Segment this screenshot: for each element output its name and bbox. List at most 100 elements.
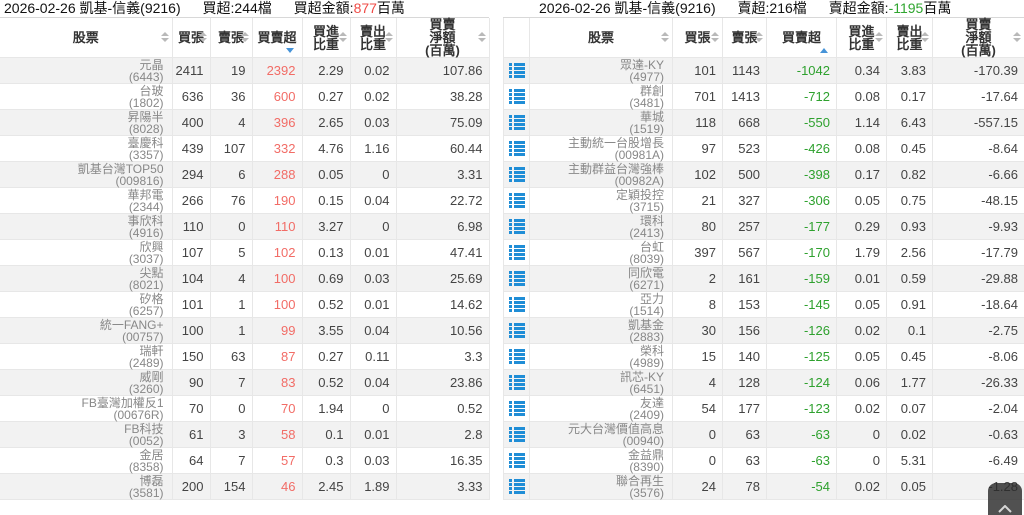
- net-lots-cell: 99: [252, 317, 303, 344]
- stock-menu-icon[interactable]: [503, 395, 530, 422]
- stock-menu-icon[interactable]: [503, 317, 530, 344]
- stock-name-cell[interactable]: 博磊 (3581): [0, 473, 173, 500]
- sort-arrow-icon: [820, 48, 828, 53]
- sell-weight-cell: 5.31: [886, 447, 933, 474]
- column-header-sell-weight[interactable]: 賣出 比重: [886, 18, 933, 58]
- stock-name-cell[interactable]: 台虹 (8039): [529, 239, 673, 266]
- column-header-sell-lots[interactable]: 賣張: [210, 18, 253, 58]
- stock-name-cell[interactable]: 定穎投控 (3715): [529, 187, 673, 214]
- stock-name-cell[interactable]: 威剛 (3260): [0, 369, 173, 396]
- sell-weight-cell: 0.02: [350, 57, 397, 84]
- column-header-net-amount[interactable]: 買賣 淨額 (百萬): [932, 18, 1024, 58]
- stock-name-cell[interactable]: 訊芯-KY (6451): [529, 369, 673, 396]
- stock-name-cell[interactable]: 昇陽半 (8028): [0, 109, 173, 136]
- stock-menu-icon[interactable]: [503, 369, 530, 396]
- stock-name-cell[interactable]: 元大台灣價值高息 (00940): [529, 421, 673, 448]
- column-header-net-lots[interactable]: 買賣超: [252, 18, 303, 58]
- column-header-buy-weight[interactable]: 買進 比重: [836, 18, 887, 58]
- stock-name-cell[interactable]: 聯合再生 (3576): [529, 473, 673, 500]
- stock-menu-icon[interactable]: [503, 291, 530, 318]
- table-row: 金益鼎 (8390) 0 63 -63 0 5.31 -6.49: [503, 447, 1024, 474]
- stock-name-cell[interactable]: 友達 (2409): [529, 395, 673, 422]
- stock-name: 欣興: [139, 240, 164, 254]
- stock-name: 凱基金: [627, 318, 664, 332]
- buy-lots-cell: 104: [172, 265, 211, 292]
- stock-name-cell[interactable]: 欣興 (3037): [0, 239, 173, 266]
- stock-menu-icon[interactable]: [503, 135, 530, 162]
- net-lots-cell: 396: [252, 109, 303, 136]
- buy-lots-cell: 0: [672, 421, 723, 448]
- stock-name-cell[interactable]: FB科技 (0052): [0, 421, 173, 448]
- stock-name: 元晶: [139, 58, 164, 72]
- sell-lots-cell: 128: [722, 369, 767, 396]
- sell-lots-cell: 4: [210, 265, 253, 292]
- sell-weight-cell: 0.75: [886, 187, 933, 214]
- stock-name-cell[interactable]: 臺慶科 (3357): [0, 135, 173, 162]
- table-row: 環科 (2413) 80 257 -177 0.29 0.93 -9.93: [503, 213, 1024, 240]
- stock-menu-icon[interactable]: [503, 83, 530, 110]
- stock-name-cell[interactable]: 凱基金 (2883): [529, 317, 673, 344]
- column-header-net-amount[interactable]: 買賣 淨額 (百萬): [396, 18, 490, 58]
- stock-menu-icon[interactable]: [503, 343, 530, 370]
- column-header-sell-lots[interactable]: 賣張: [722, 18, 767, 58]
- buy-weight-cell: 0: [836, 447, 887, 474]
- table-row: 瑞軒 (2489) 150 63 87 0.27 0.11 3.3: [0, 343, 490, 370]
- stock-menu-icon[interactable]: [503, 109, 530, 136]
- table-row: 凱基台灣TOP50 (009816) 294 6 288 0.05 0 3.31: [0, 161, 490, 188]
- stock-menu-icon[interactable]: [503, 239, 530, 266]
- stock-name-cell[interactable]: 瑞軒 (2489): [0, 343, 173, 370]
- stock-name-cell[interactable]: 榮科 (4989): [529, 343, 673, 370]
- sell-lots-cell: 140: [722, 343, 767, 370]
- sort-carets-icon: [477, 31, 486, 42]
- stock-name-cell[interactable]: 台玻 (1802): [0, 83, 173, 110]
- stock-name-cell[interactable]: 主動群益台灣強棒 (00982A): [529, 161, 673, 188]
- stock-name-cell[interactable]: 主動統一台股增長 (00981A): [529, 135, 673, 162]
- stock-name-cell[interactable]: 事欣科 (4916): [0, 213, 173, 240]
- stock-name-cell[interactable]: 群創 (3481): [529, 83, 673, 110]
- stock-name: 眾達-KY: [619, 58, 664, 72]
- stock-menu-icon[interactable]: [503, 421, 530, 448]
- stock-menu-icon[interactable]: [503, 265, 530, 292]
- stock-menu-icon[interactable]: [503, 213, 530, 240]
- net-lots-cell: -712: [766, 83, 837, 110]
- stock-name-cell[interactable]: 亞力 (1514): [529, 291, 673, 318]
- sell-weight-cell: 0: [350, 395, 397, 422]
- stock-name-cell[interactable]: 尖點 (8021): [0, 265, 173, 292]
- stock-name-cell[interactable]: 金益鼎 (8390): [529, 447, 673, 474]
- buy-weight-cell: 0.08: [836, 135, 887, 162]
- stock-name-cell[interactable]: 金居 (8358): [0, 447, 173, 474]
- stock-name-cell[interactable]: 眾達-KY (4977): [529, 57, 673, 84]
- column-header-buy-lots[interactable]: 買張: [172, 18, 211, 58]
- stock-name-cell[interactable]: 矽格 (6257): [0, 291, 173, 318]
- buy-weight-cell: 0.02: [836, 317, 887, 344]
- stock-name-cell[interactable]: 華城 (1519): [529, 109, 673, 136]
- column-header-buy-weight[interactable]: 買進 比重: [302, 18, 351, 58]
- stock-name-cell[interactable]: 元晶 (6443): [0, 57, 173, 84]
- icon-column-header: [503, 18, 530, 58]
- column-header-stock[interactable]: 股票: [529, 18, 673, 58]
- column-header-sell-weight[interactable]: 賣出 比重: [350, 18, 397, 58]
- column-header-net-lots[interactable]: 買賣超: [766, 18, 837, 58]
- scroll-to-top-button[interactable]: [988, 483, 1022, 515]
- table-row: 主動群益台灣強棒 (00982A) 102 500 -398 0.17 0.82 -6.66: [503, 161, 1024, 188]
- stock-menu-icon[interactable]: [503, 161, 530, 188]
- buy-count-label: 買超:244檔: [202, 0, 272, 16]
- table-row: 統一FANG+ (00757) 100 1 99 3.55 0.04 10.56: [0, 317, 490, 344]
- stock-name-cell[interactable]: FB臺灣加權反1 (00676R): [0, 395, 173, 422]
- stock-name-cell[interactable]: 環科 (2413): [529, 213, 673, 240]
- stock-name-cell[interactable]: 華邦電 (2344): [0, 187, 173, 214]
- stock-name: 矽格: [139, 292, 164, 306]
- stock-name-cell[interactable]: 同欣電 (6271): [529, 265, 673, 292]
- stock-menu-icon[interactable]: [503, 447, 530, 474]
- stock-name-cell[interactable]: 凱基台灣TOP50 (009816): [0, 161, 173, 188]
- net-lots-cell: -63: [766, 421, 837, 448]
- stock-menu-icon[interactable]: [503, 473, 530, 500]
- buy-lots-cell: 97: [672, 135, 723, 162]
- stock-name-cell[interactable]: 統一FANG+ (00757): [0, 317, 173, 344]
- column-header-stock[interactable]: 股票: [0, 18, 173, 58]
- stock-menu-icon[interactable]: [503, 57, 530, 84]
- buy-amount-prefix: 買超金額:: [293, 0, 354, 16]
- column-header-buy-lots[interactable]: 買張: [672, 18, 723, 58]
- stock-code: (3481): [629, 96, 664, 110]
- stock-menu-icon[interactable]: [503, 187, 530, 214]
